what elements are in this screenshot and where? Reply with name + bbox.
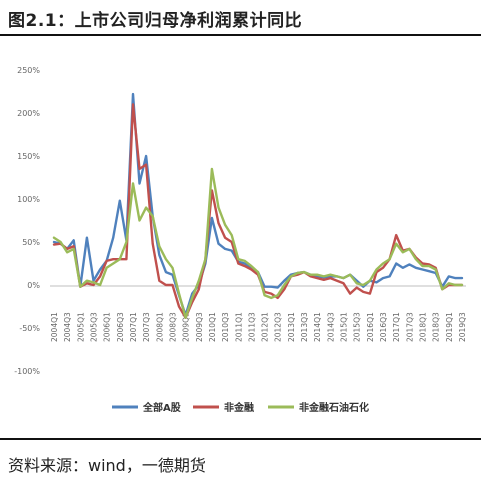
x-tick-label: 2011Q3 [247, 312, 256, 342]
y-tick-label: 0% [27, 281, 40, 290]
x-tick-label: 2017Q3 [405, 312, 414, 342]
x-tick-label: 2005Q1 [76, 312, 85, 342]
x-tick-label: 2019Q3 [458, 312, 467, 342]
x-tick-label: 2015Q1 [340, 312, 349, 342]
x-tick-label: 2018Q3 [432, 312, 441, 342]
x-tick-label: 2012Q3 [274, 312, 283, 342]
x-tick-label: 2012Q1 [261, 312, 270, 342]
x-tick-label: 2007Q1 [129, 312, 138, 342]
chart-title: 图2.1：上市公司归母净利润累计同比 [8, 11, 303, 31]
x-tick-label: 2014Q1 [313, 312, 322, 342]
y-tick-label: -100% [14, 367, 40, 376]
y-tick-label: -50% [19, 324, 40, 333]
x-tick-label: 2016Q3 [379, 312, 388, 342]
x-axis-ticks: 2004Q1 2004Q3 2005Q1 2005Q3 2006Q1 2006Q3 2007… [50, 312, 467, 342]
x-tick-label: 2018Q1 [419, 312, 428, 342]
x-tick-label: 2010Q3 [221, 312, 230, 342]
x-tick-label: 2007Q3 [142, 312, 151, 342]
y-tick-label: 200% [17, 109, 40, 118]
x-tick-label: 2008Q1 [155, 312, 164, 342]
legend: 全部A股 非金融 非金融石油石化 [112, 401, 369, 414]
legend-label-3: 非金融石油石化 [299, 401, 369, 414]
top-rule [0, 34, 481, 36]
x-tick-label: 2005Q3 [89, 312, 98, 342]
x-tick-label: 2017Q1 [392, 312, 401, 342]
source-note: 资料来源：wind，一德期货 [8, 456, 206, 475]
legend-label-1: 全部A股 [142, 401, 182, 414]
y-axis-ticks: 250% 200% 150% 100% 50% 0% -50% -100% [14, 66, 40, 376]
x-tick-label: 2015Q3 [353, 312, 362, 342]
series-lines [52, 92, 464, 319]
x-tick-label: 2009Q1 [182, 312, 191, 342]
y-tick-label: 150% [17, 152, 40, 161]
x-tick-label: 2013Q1 [287, 312, 296, 342]
x-tick-label: 2008Q3 [168, 312, 177, 342]
x-tick-label: 2019Q1 [445, 312, 454, 342]
y-tick-label: 250% [17, 66, 40, 75]
x-tick-label: 2004Q1 [50, 312, 59, 342]
legend-label-2: 非金融 [224, 401, 254, 414]
x-tick-label: 2014Q3 [326, 312, 335, 342]
x-tick-label: 2006Q1 [103, 312, 112, 342]
x-tick-label: 2016Q1 [366, 312, 375, 342]
line-chart: 250%200%150%100%50%0%-50%-100% 2004Q1 200… [14, 66, 467, 414]
bottom-rule [0, 438, 481, 440]
x-tick-label: 2011Q1 [234, 312, 243, 342]
series-line-3 [52, 167, 464, 319]
series-line-1 [52, 92, 464, 317]
y-tick-label: 50% [22, 238, 40, 247]
x-tick-label: 2009Q3 [195, 312, 204, 342]
x-tick-label: 2010Q1 [208, 312, 217, 342]
x-tick-label: 2013Q3 [300, 312, 309, 342]
x-tick-label: 2006Q3 [116, 312, 125, 342]
y-tick-label: 100% [17, 195, 40, 204]
x-tick-label: 2004Q3 [63, 312, 72, 342]
